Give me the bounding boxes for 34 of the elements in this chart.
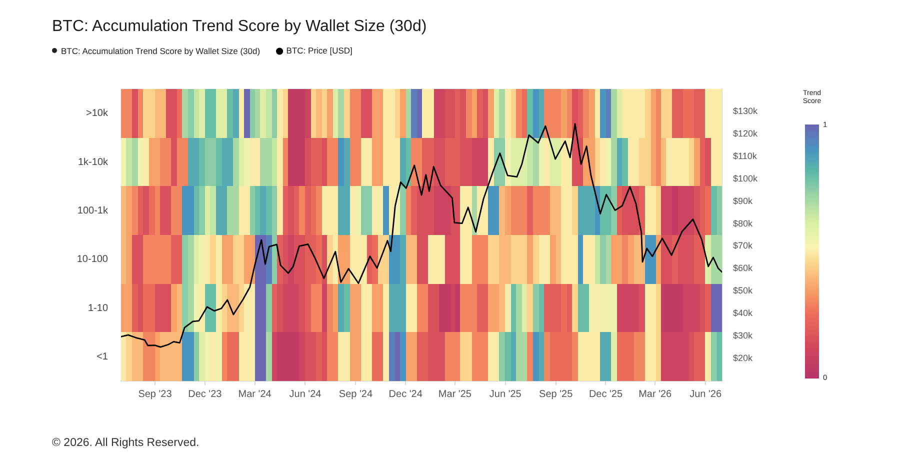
y-tick-label: <1 (96, 351, 108, 362)
text: © 2026. All Rights Reserved. (52, 437, 200, 449)
y-tick-label: >10k (86, 108, 109, 120)
y2-tick-label: $40k (733, 308, 754, 318)
y2-tick-label: $70k (733, 240, 754, 251)
x-tick-label: Sep '25 (539, 388, 574, 400)
x-tick-label: Dec '25 (588, 388, 623, 400)
x-tick-label: Jun '26 (690, 388, 722, 400)
x-tick-label: Sep '23 (138, 388, 172, 400)
x-tick-label: Dec '23 (188, 388, 222, 400)
y-tick-label: 10-100 (76, 254, 108, 266)
x-tick-label: Sep '24 (338, 388, 373, 400)
y2-tick-label: $130k (733, 106, 758, 116)
x-tick-label: Mar '26 (638, 388, 672, 400)
x-tick-label: Dec '24 (388, 388, 423, 400)
y2-tick-label: $80k (733, 218, 754, 228)
chart-title: BTC: Accumulation Trend Score by Wallet Size (30d) (52, 18, 427, 35)
x-tick-label: Mar '25 (438, 388, 472, 400)
y-tick-label: 100-1k (77, 205, 109, 216)
x-tick-label: Jun '24 (289, 388, 322, 400)
y2-tick-label: $120k (733, 128, 758, 138)
y2-tick-label: $100k (733, 173, 758, 184)
y-tick-label: 1k-10k (78, 156, 109, 168)
y-tick-label: 1-10 (88, 302, 108, 314)
y2-tick-label: $50k (733, 286, 754, 296)
y2-tick-label: $30k (733, 330, 754, 341)
chart-title: BTC: Accumulation Trend Score by Wallet Size (30d) (61, 46, 260, 56)
y2-tick-label: $60k (733, 263, 754, 274)
x-tick-label: Mar '24 (238, 388, 272, 400)
x-tick-label: Jun '25 (489, 388, 522, 400)
y2-tick-label: $20k (733, 353, 754, 364)
legend-label: BTC: Price [USD] (286, 46, 352, 56)
y2-tick-label: $110k (733, 150, 758, 161)
y2-tick-label: $90k (733, 196, 754, 206)
